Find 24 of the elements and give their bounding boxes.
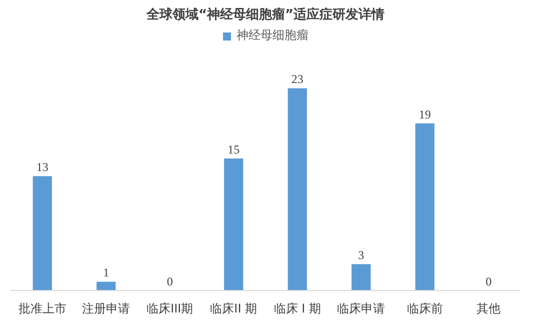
bar [288,88,307,290]
data-label: 19 [418,107,431,122]
x-tick-label: 注册申请 [82,302,130,316]
bar [32,176,52,290]
legend-label: 神经母细胞瘤 [236,27,308,44]
data-label: 23 [291,72,304,86]
x-tick-label: 批准上市 [18,302,66,316]
chart-title: 全球领域“神经母细胞瘤”适应症研发详情 [145,6,385,22]
data-label: 0 [486,274,492,288]
data-label: 0 [166,274,173,288]
bar [224,158,244,290]
data-label: 1 [103,266,110,280]
x-tick-label: 临床II 期 [210,302,258,316]
data-label: 13 [36,160,48,174]
data-label: 3 [358,248,364,262]
x-tick-label: 临床 I 期 [274,302,321,316]
x-tick-label: 临床III期 [146,302,194,316]
bar [415,123,434,290]
x-tick-label: 临床前 [406,302,443,316]
bar [352,264,371,290]
data-label: 15 [228,142,240,157]
x-tick-label: 临床申请 [337,302,386,316]
bar [96,282,116,290]
x-tick-label: 其他 [476,302,501,316]
